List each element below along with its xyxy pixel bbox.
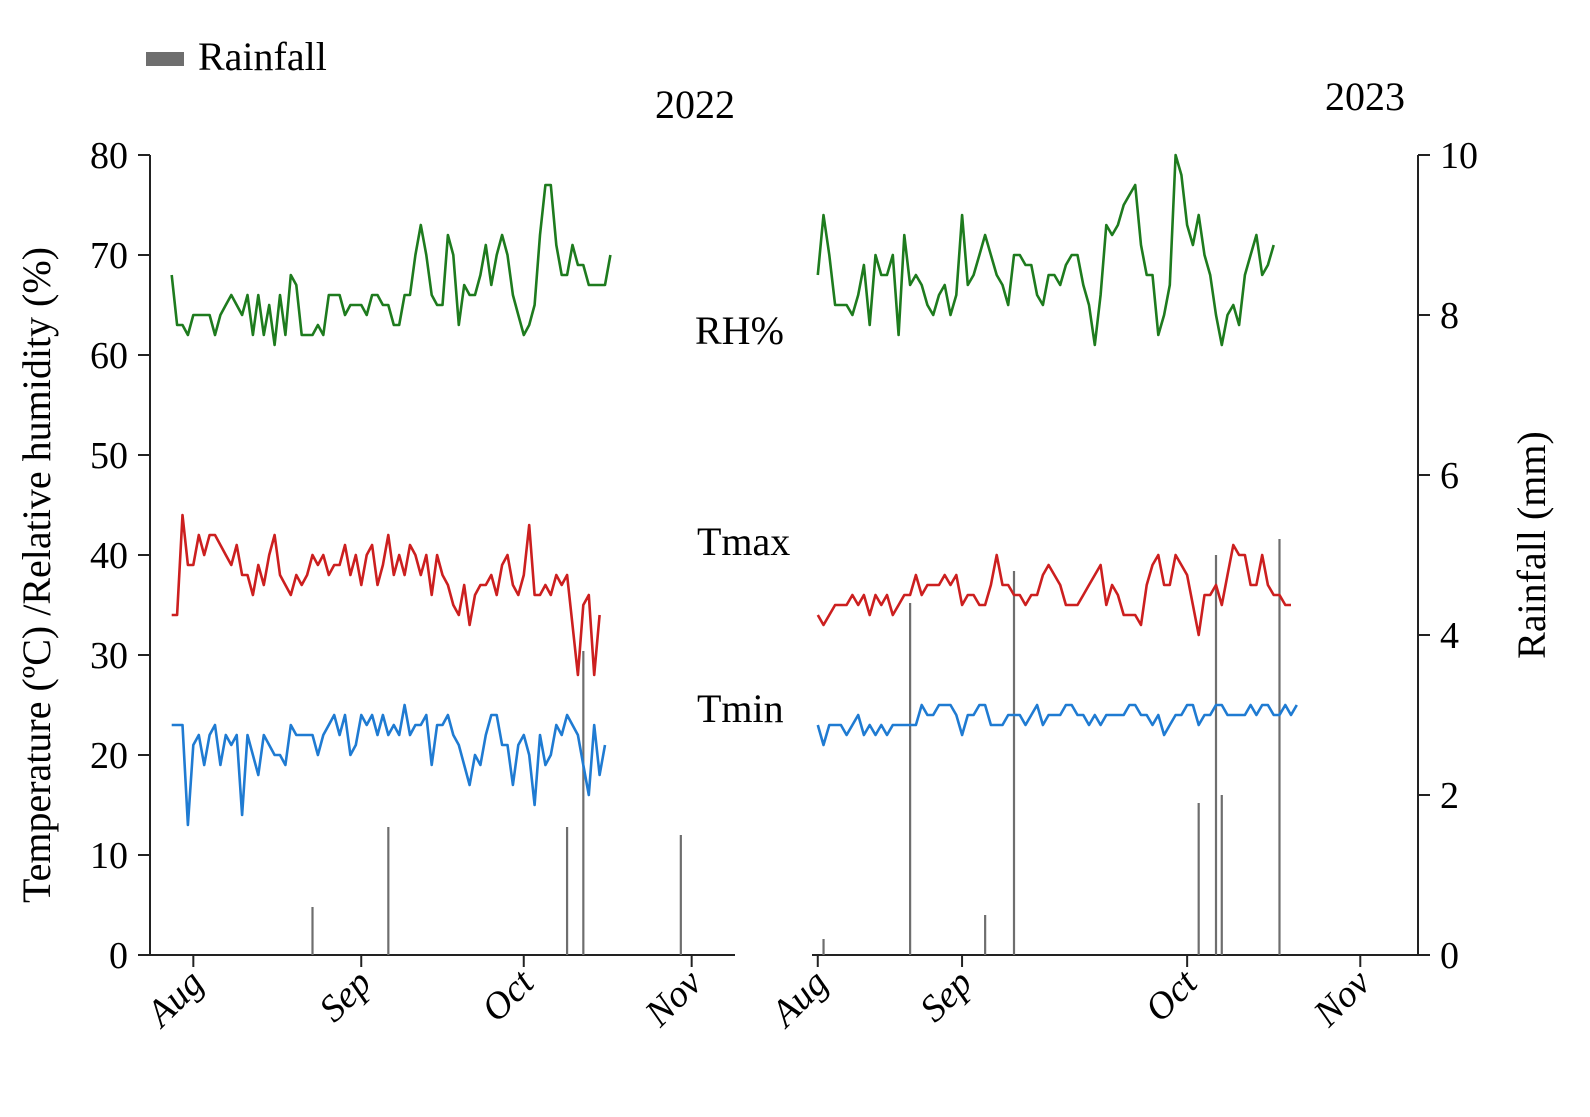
series-lines [170, 153, 1298, 827]
series-line-tmax-2023 [816, 543, 1291, 637]
y-left-tick-label: 30 [90, 635, 128, 677]
legend-rainfall-label: Rainfall [198, 34, 327, 79]
y-axis-right-title: Rainfall (mm) [1509, 431, 1554, 659]
y-right-tick-label: 8 [1440, 295, 1459, 337]
y-right-tick-label: 0 [1440, 935, 1459, 977]
x-tick-label-2023: Sep [912, 962, 981, 1031]
y-left-tick-label: 70 [90, 235, 128, 277]
x-tick-label-2022: Oct [474, 961, 544, 1031]
series-line-tmin-2022 [171, 703, 607, 827]
series-line-rh-2022 [170, 183, 612, 347]
y-right-tick-label: 4 [1440, 615, 1459, 657]
series-line-rh-2023 [816, 153, 1275, 347]
x-tick-label-2022: Aug [137, 962, 212, 1037]
y-axis-left-title: Temperature (ºC) /Relative humidity (%) [14, 247, 59, 903]
x-tick-label-2023: Aug [761, 962, 836, 1037]
y-left-tick-label: 40 [90, 535, 128, 577]
y-left-tick-label: 10 [90, 835, 128, 877]
y-left-tick-label: 80 [90, 135, 128, 177]
y-left-tick-label: 20 [90, 735, 128, 777]
series-line-tmax-2022 [171, 513, 601, 677]
rainfall-bars [311, 539, 1281, 955]
series-label-tmax: Tmax [697, 519, 790, 564]
y-left-tick-label: 50 [90, 435, 128, 477]
x-tick-label-2022: Sep [311, 962, 380, 1031]
x-tick-label-2022: Nov [636, 962, 710, 1036]
panel-year-2022: 2022 [655, 82, 735, 127]
y-right-tick-label: 6 [1440, 455, 1459, 497]
series-line-tmin-2023 [816, 703, 1298, 747]
y-right-tick-label: 2 [1440, 775, 1459, 817]
x-tick-label-2023: Nov [1305, 962, 1379, 1036]
y-right-tick-label: 10 [1440, 135, 1478, 177]
x-tick-label-2023: Oct [1137, 961, 1207, 1031]
y-left-tick-label: 60 [90, 335, 128, 377]
y-left-tick-label: 0 [109, 935, 128, 977]
panel-year-2023: 2023 [1325, 74, 1405, 119]
series-label-tmin: Tmin [697, 686, 784, 731]
legend-rainfall-swatch [146, 52, 184, 66]
series-label-rh: RH% [695, 308, 784, 353]
